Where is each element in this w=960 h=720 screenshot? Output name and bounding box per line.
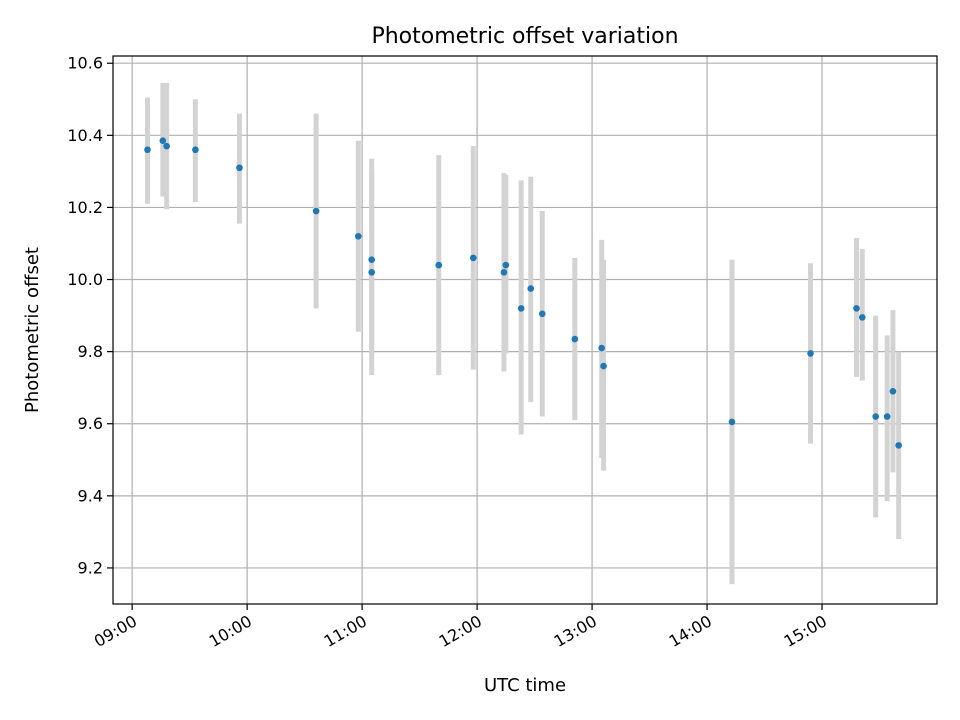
data-point (144, 146, 151, 154)
data-point (517, 305, 525, 312)
data-point (872, 413, 879, 420)
data-points (144, 137, 902, 449)
data-point (853, 305, 860, 312)
data-point (236, 164, 243, 172)
y-tick-label: 9.2 (78, 558, 103, 577)
y-tick-label: 10.4 (67, 126, 103, 145)
data-point (312, 207, 320, 215)
data-point (538, 310, 546, 318)
data-point (469, 254, 477, 262)
data-point (192, 146, 199, 154)
data-point (502, 261, 510, 269)
y-tick-label: 9.8 (78, 342, 103, 361)
y-tick-label: 10.0 (67, 270, 103, 289)
data-point (163, 142, 170, 150)
y-tick-label: 10.2 (67, 198, 103, 217)
data-point (527, 285, 535, 292)
data-point (354, 232, 362, 240)
y-tick-label: 10.6 (67, 54, 103, 73)
x-axis-label: UTC time (484, 675, 566, 696)
data-point (807, 350, 814, 357)
y-tick-label: 9.4 (78, 486, 103, 505)
data-point (883, 413, 891, 420)
grid-lines (113, 56, 937, 604)
chart-title: Photometric offset variation (371, 24, 678, 49)
data-point (598, 344, 605, 352)
data-point (600, 362, 607, 370)
y-tick-label: 9.6 (78, 414, 103, 433)
y-axis-label: Photometric offset (22, 247, 43, 413)
data-point (728, 418, 736, 426)
y-axis: 9.2 9.4 9.6 9.8 10.0 10.2 10.4 10.6 (67, 54, 113, 577)
data-point (571, 335, 579, 343)
data-point (500, 269, 508, 276)
data-point (895, 442, 902, 449)
data-point (858, 314, 866, 321)
data-point (889, 387, 897, 395)
plot-frame (112, 55, 938, 605)
data-point (159, 137, 167, 145)
data-point (368, 256, 375, 263)
data-point (368, 269, 375, 276)
data-point (435, 261, 443, 269)
